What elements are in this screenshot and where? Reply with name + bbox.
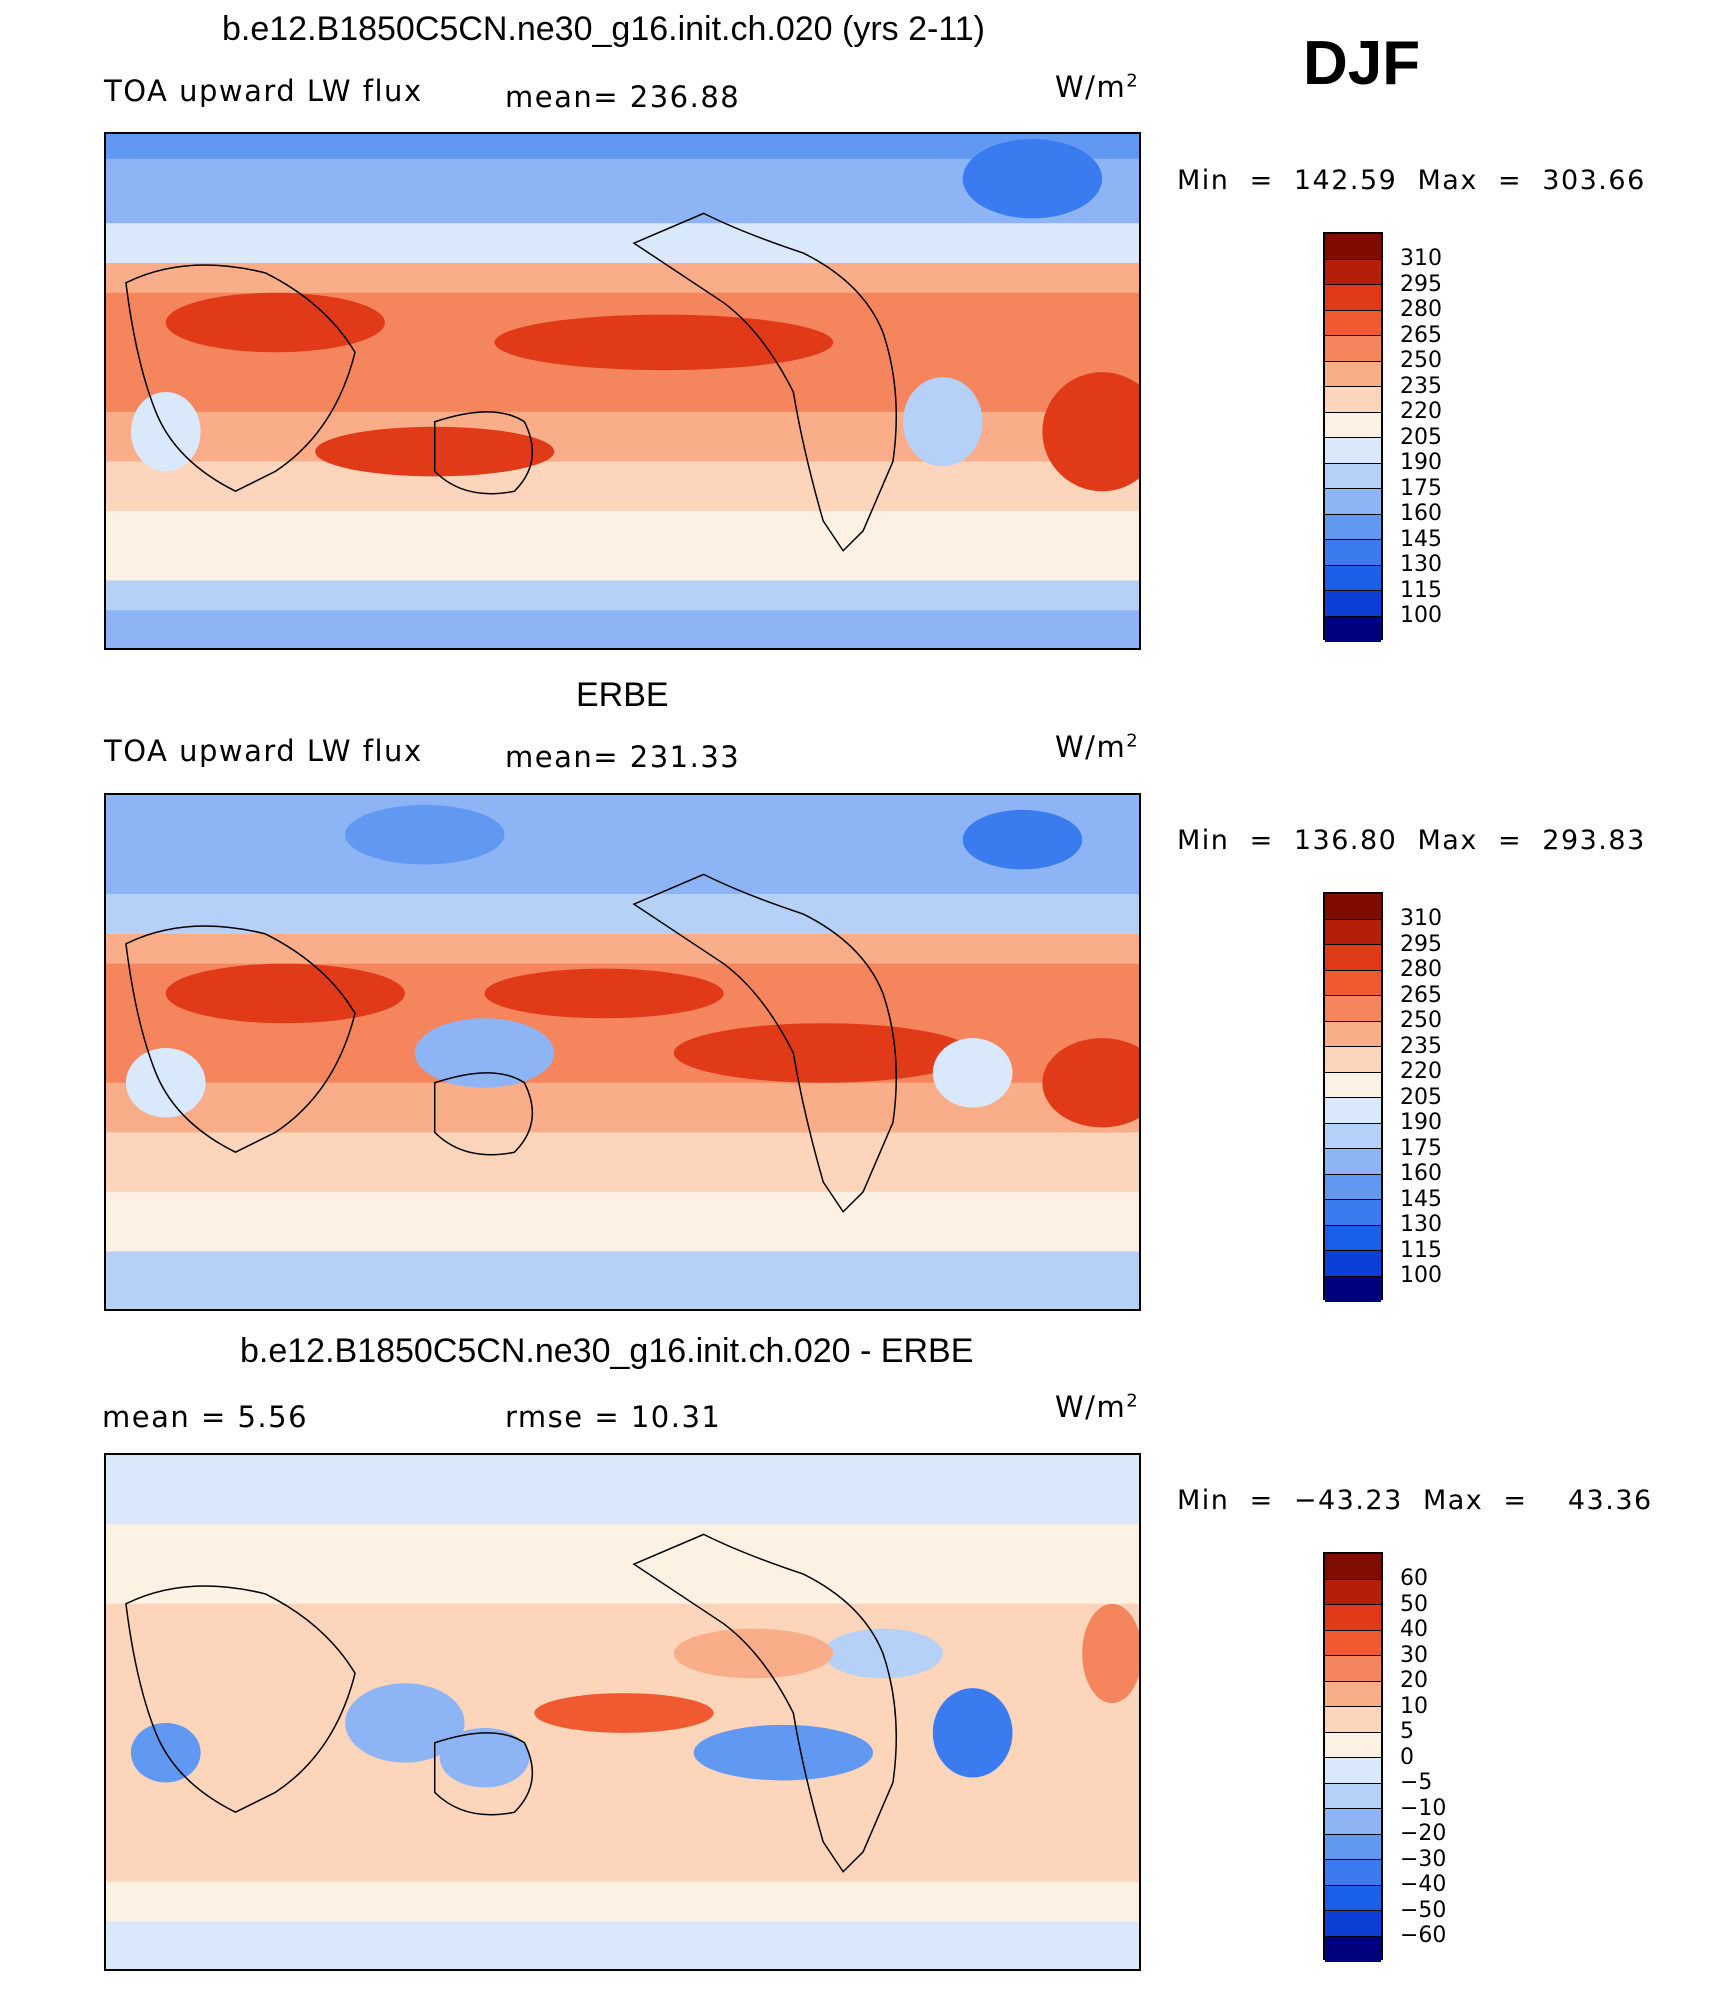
panel3-level: 20 xyxy=(1400,1668,1428,1693)
panel2-level: 145 xyxy=(1400,1186,1442,1212)
panel3-level: 10 xyxy=(1400,1693,1428,1719)
panel1-level: 190 xyxy=(1400,450,1442,475)
panel1-level: 205 xyxy=(1400,424,1442,450)
panel2-level: 235 xyxy=(1400,1033,1442,1059)
panel3-map-svg xyxy=(106,1455,1139,1969)
panel3-level: 60 xyxy=(1400,1566,1428,1591)
panel2-variable: TOA upward LW flux xyxy=(104,734,423,768)
panel1-level: 250 xyxy=(1400,348,1442,373)
panel2-level: 280 xyxy=(1400,957,1442,982)
panel3-rmse: rmse = 10.31 xyxy=(505,1400,722,1434)
panel2-level: 175 xyxy=(1400,1135,1442,1161)
panel3-level: 0 xyxy=(1400,1744,1414,1770)
panel1-minmax: Min = 142.59 Max = 303.66 xyxy=(1177,165,1646,196)
panel1-colorbar xyxy=(1323,232,1383,642)
panel2-level: 160 xyxy=(1400,1161,1442,1186)
panel2-level: 310 xyxy=(1400,906,1442,931)
panel3-title: b.e12.B1850C5CN.ne30_g16.init.ch.020 - E… xyxy=(240,1332,974,1370)
panel1-title: b.e12.B1850C5CN.ne30_g16.init.ch.020 (yr… xyxy=(222,10,985,48)
panel3-map xyxy=(104,1453,1141,1971)
panel1-units: W/m2 xyxy=(1055,70,1140,104)
panel1-level: 100 xyxy=(1400,603,1442,628)
panel1-map xyxy=(104,132,1141,650)
panel1-level: 235 xyxy=(1400,373,1442,399)
panel2-title: ERBE xyxy=(576,676,669,714)
panel2-map xyxy=(104,793,1141,1311)
panel1-map-svg xyxy=(106,134,1139,648)
panel2-colorbar xyxy=(1323,892,1383,1302)
panel3-level: 50 xyxy=(1400,1591,1428,1617)
panel3-units: W/m2 xyxy=(1055,1390,1140,1424)
panel1-level: 160 xyxy=(1400,501,1442,526)
panel3-level: −5 xyxy=(1400,1770,1433,1795)
panel2-level: 205 xyxy=(1400,1084,1442,1110)
panel1-level: 310 xyxy=(1400,246,1442,271)
panel3-level: −10 xyxy=(1400,1795,1447,1821)
panel1-variable: TOA upward LW flux xyxy=(104,74,423,108)
panel3-level: −20 xyxy=(1400,1821,1447,1846)
panel3-colorbar-labels: 60 50 40 30 20 10 5 0 −5 −10 −20 −30 −40… xyxy=(1400,1566,1446,1949)
season-label: DJF xyxy=(1303,29,1421,98)
panel3-level: 30 xyxy=(1400,1642,1428,1668)
panel2-map-svg xyxy=(106,795,1139,1309)
panel2-level: 250 xyxy=(1400,1008,1442,1033)
panel2-level: 265 xyxy=(1400,982,1442,1008)
panel3-mean: mean = 5.56 xyxy=(102,1400,309,1434)
panel1-level: 175 xyxy=(1400,475,1442,501)
panel2-level: 190 xyxy=(1400,1110,1442,1135)
panel2-level: 130 xyxy=(1400,1212,1442,1237)
panel3-level: −40 xyxy=(1400,1872,1447,1897)
panel2-minmax: Min = 136.80 Max = 293.83 xyxy=(1177,825,1646,856)
panel2-level: 220 xyxy=(1400,1059,1442,1084)
panel3-level: −30 xyxy=(1400,1846,1447,1872)
panel2-colorbar-labels: 310 295 280 265 250 235 220 205 190 175 … xyxy=(1400,906,1442,1289)
panel1-mean: mean= 236.88 xyxy=(505,80,741,114)
panel1-level: 265 xyxy=(1400,322,1442,348)
panel1-level: 115 xyxy=(1400,577,1442,603)
panel1-level: 280 xyxy=(1400,297,1442,322)
panel3-level: −60 xyxy=(1400,1923,1447,1948)
panel2-level: 295 xyxy=(1400,931,1442,957)
panel2-units: W/m2 xyxy=(1055,730,1140,764)
panel1-level: 145 xyxy=(1400,526,1442,552)
panel1-level: 295 xyxy=(1400,271,1442,297)
panel1-level: 130 xyxy=(1400,552,1442,577)
panel2-level: 115 xyxy=(1400,1237,1442,1263)
panel3-minmax: Min = −43.23 Max = 43.36 xyxy=(1177,1485,1653,1516)
panel3-colorbar xyxy=(1323,1552,1383,1962)
panel1-level: 220 xyxy=(1400,399,1442,424)
panel2-mean: mean= 231.33 xyxy=(505,740,741,774)
panel3-level: 5 xyxy=(1400,1719,1414,1744)
panel3-level: 40 xyxy=(1400,1617,1428,1642)
panel2-level: 100 xyxy=(1400,1263,1442,1288)
panel3-level: −50 xyxy=(1400,1897,1447,1923)
panel1-colorbar-labels: 310 295 280 265 250 235 220 205 190 175 … xyxy=(1400,246,1442,629)
